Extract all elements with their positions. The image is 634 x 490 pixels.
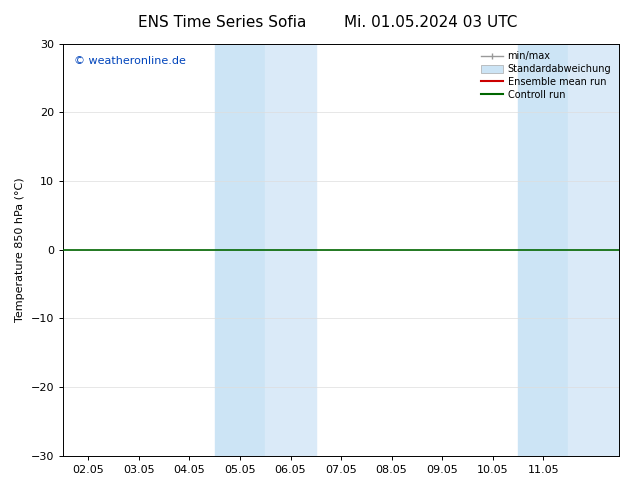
Bar <box>518 44 569 456</box>
Text: © weatheronline.de: © weatheronline.de <box>74 56 186 66</box>
Bar <box>265 44 316 456</box>
Text: ENS Time Series Sofia: ENS Time Series Sofia <box>138 15 306 30</box>
Legend: min/max, Standardabweichung, Ensemble mean run, Controll run: min/max, Standardabweichung, Ensemble me… <box>479 49 614 103</box>
Y-axis label: Temperature 850 hPa (°C): Temperature 850 hPa (°C) <box>15 177 25 322</box>
Text: Mi. 01.05.2024 03 UTC: Mi. 01.05.2024 03 UTC <box>344 15 518 30</box>
Bar <box>215 44 265 456</box>
Bar <box>569 44 619 456</box>
